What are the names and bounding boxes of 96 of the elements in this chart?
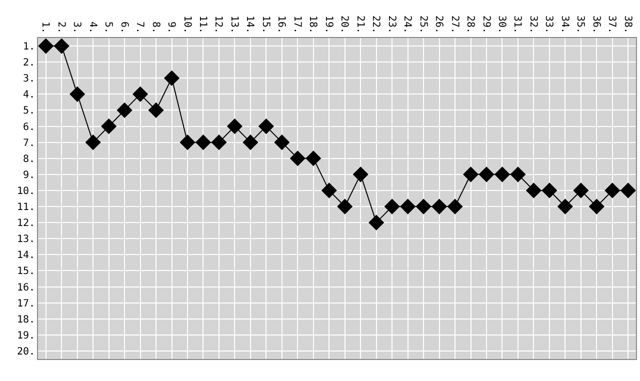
x-tick-label: 13. (228, 15, 240, 34)
point (447, 198, 463, 214)
x-tick-label: 5. (102, 21, 114, 34)
point (132, 86, 148, 102)
x-tick-label: 16. (276, 15, 287, 34)
point (510, 166, 526, 182)
x-tick-label: 22. (370, 15, 382, 34)
point (321, 182, 337, 198)
point (258, 118, 274, 134)
point (588, 198, 604, 214)
y-tick-label: 18. (16, 314, 35, 326)
x-tick-label: 23. (386, 15, 397, 34)
point (242, 134, 258, 150)
point (431, 198, 448, 214)
x-tick-label: 18. (307, 15, 318, 34)
point (573, 182, 589, 198)
point (101, 118, 117, 134)
point (604, 182, 620, 198)
y-tick-label: 7. (22, 138, 35, 149)
point (38, 38, 54, 54)
point (368, 214, 384, 230)
y-tick-label: 20. (16, 346, 35, 358)
x-tick-label: 29. (480, 15, 492, 34)
x-tick-label: 17. (291, 15, 302, 34)
y-tick-label: 5. (22, 106, 35, 117)
point (116, 102, 132, 118)
point (352, 166, 368, 182)
x-tick-label: 10. (181, 15, 192, 34)
y-tick-label: 11. (16, 202, 35, 214)
point (274, 134, 290, 150)
x-tick-label: 9. (166, 21, 177, 34)
y-tick-label: 15. (16, 266, 35, 278)
x-tick-label: 25. (417, 15, 428, 34)
y-tick-label: 16. (16, 282, 35, 294)
point (337, 198, 353, 214)
y-tick-label: 13. (16, 234, 35, 246)
x-tick-label: 28. (464, 15, 476, 34)
point (620, 182, 636, 198)
y-tick-label: 3. (22, 74, 35, 85)
y-tick-label: 1. (22, 42, 35, 53)
x-tick-label: 15. (260, 15, 271, 34)
x-tick-label: 12. (212, 15, 224, 34)
x-tick-label: 35. (574, 15, 586, 34)
x-tick-label: 31. (512, 15, 523, 34)
x-tick-label: 38. (622, 15, 633, 34)
point (494, 166, 510, 182)
x-tick-label: 26. (433, 15, 444, 34)
y-tick-label: 14. (16, 250, 35, 262)
x-tick-label: 30. (496, 15, 507, 34)
point (148, 102, 164, 118)
point (478, 166, 494, 182)
point (54, 38, 70, 54)
point (416, 198, 432, 214)
point (195, 134, 212, 150)
x-tick-label: 27. (448, 15, 460, 34)
point (85, 134, 101, 150)
y-tick-label: 4. (22, 90, 35, 101)
point (462, 166, 479, 182)
point (164, 70, 180, 86)
x-tick-label: 4. (86, 21, 98, 34)
x-tick-label: 14. (244, 15, 256, 34)
x-tick-label: 37. (606, 15, 618, 34)
x-tick-label: 20. (338, 15, 350, 34)
point (384, 198, 400, 214)
point (542, 182, 558, 198)
y-tick-label: 12. (16, 218, 35, 230)
point (226, 118, 243, 134)
x-tick-label: 8. (150, 21, 161, 34)
x-tick-label: 7. (134, 21, 146, 34)
x-tick-label: 33. (543, 15, 554, 34)
point (180, 134, 196, 150)
point (526, 182, 542, 198)
x-tick-label: 21. (354, 15, 366, 34)
y-tick-label: 17. (16, 298, 35, 310)
point (70, 86, 86, 102)
x-tick-label: 24. (402, 15, 413, 34)
x-tick-label: 6. (118, 21, 130, 34)
y-tick-label: 10. (16, 186, 35, 197)
point (211, 134, 227, 150)
x-tick-label: 1. (40, 21, 51, 34)
x-tick-label: 11. (196, 15, 208, 34)
x-tick-label: 3. (71, 21, 82, 34)
x-tick-label: 19. (322, 15, 334, 34)
x-tick-label: 36. (590, 15, 602, 34)
y-tick-label: 6. (22, 122, 35, 133)
point (290, 150, 306, 166)
point (557, 198, 573, 214)
x-tick-label: 34. (558, 15, 570, 34)
point (306, 150, 322, 166)
x-tick-label: 2. (55, 21, 66, 34)
y-tick-label: 8. (22, 154, 35, 165)
y-tick-label: 2. (22, 58, 35, 69)
y-tick-label: 19. (16, 330, 35, 342)
point (400, 198, 416, 214)
y-tick-label: 9. (22, 170, 35, 181)
x-tick-label: 32. (527, 15, 538, 34)
